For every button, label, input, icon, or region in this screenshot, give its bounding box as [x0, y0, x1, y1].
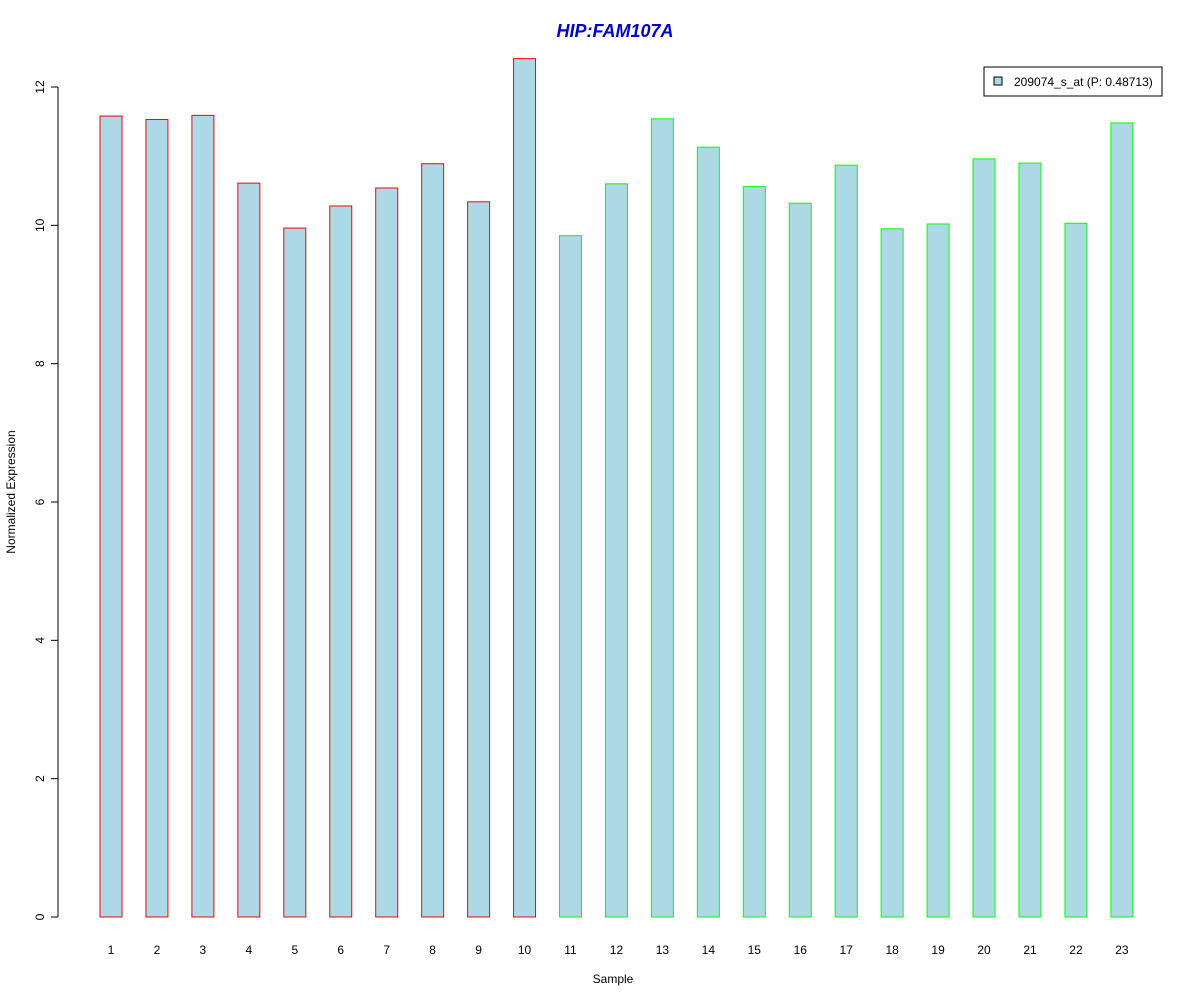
bar-sample-14 — [696, 146, 720, 918]
bar-sample-1 — [99, 115, 123, 918]
bar-sample-23 — [1110, 122, 1134, 918]
y-tick-label: 12 — [33, 80, 47, 94]
x-tick-label: 17 — [840, 943, 854, 957]
x-tick-label: 2 — [154, 943, 161, 957]
bar-sample-5 — [283, 227, 307, 918]
x-tick-label: 11 — [564, 943, 577, 957]
bar-sample-20 — [972, 158, 996, 918]
x-tick-label: 10 — [518, 943, 532, 957]
x-tick-label: 7 — [383, 943, 390, 957]
legend-swatch — [993, 76, 1003, 86]
legend-frame — [983, 66, 1163, 97]
x-tick-labels: 1 2 3 4 5 6 7 8 9 10 11 12 13 14 15 16 17 18 19 20 21 22 23 — [108, 943, 1129, 957]
bar-sample-3 — [191, 114, 215, 918]
bar-sample-2 — [145, 119, 169, 918]
bar-sample-8 — [421, 163, 445, 918]
x-tick-label: 14 — [702, 943, 716, 957]
bar-sample-12 — [604, 183, 628, 918]
x-axis-label: Sample — [593, 972, 634, 986]
x-tick-label: 16 — [794, 943, 808, 957]
bars-group — [99, 58, 1134, 918]
bar-sample-19 — [926, 223, 950, 918]
bar-sample-22 — [1064, 222, 1088, 918]
y-tick-label: 2 — [33, 775, 47, 782]
bar-sample-9 — [467, 201, 491, 918]
bar-sample-16 — [788, 202, 812, 918]
bar-sample-4 — [237, 182, 261, 918]
x-tick-label: 23 — [1115, 943, 1129, 957]
x-tick-label: 4 — [246, 943, 253, 957]
bar-sample-11 — [559, 235, 582, 918]
bar-sample-7 — [375, 187, 399, 918]
x-tick-label: 8 — [429, 943, 436, 957]
bar-sample-21 — [1018, 162, 1042, 918]
x-tick-label: 20 — [977, 943, 991, 957]
y-tick-label: 6 — [33, 498, 47, 505]
bar-sample-17 — [834, 164, 858, 918]
y-tick-label: 0 — [33, 913, 47, 920]
y-tick-label: 10 — [33, 218, 47, 232]
bar-sample-15 — [742, 186, 766, 918]
bar-sample-18 — [880, 228, 904, 918]
x-tick-label: 19 — [931, 943, 945, 957]
x-tick-label: 3 — [200, 943, 207, 957]
x-tick-label: 9 — [475, 943, 482, 957]
y-axis-label: Normalized Expression — [4, 430, 18, 553]
x-tick-label: 18 — [885, 943, 899, 957]
legend-label: 209074_s_at (P: 0.48713) — [1014, 75, 1153, 89]
y-axis: 0 2 4 6 8 10 12 — [33, 80, 59, 920]
x-tick-label: 5 — [291, 943, 298, 957]
x-tick-label: 13 — [656, 943, 670, 957]
x-tick-label: 22 — [1069, 943, 1083, 957]
bar-sample-13 — [650, 118, 674, 918]
chart-title: HIP:FAM107A — [556, 21, 673, 41]
bar-sample-6 — [329, 205, 353, 918]
x-tick-label: 6 — [337, 943, 344, 957]
legend: 209074_s_at (P: 0.48713) — [983, 66, 1163, 97]
bar-sample-10 — [513, 58, 537, 918]
x-tick-label: 15 — [748, 943, 762, 957]
x-tick-label: 12 — [610, 943, 624, 957]
x-tick-label: 21 — [1023, 943, 1037, 957]
y-tick-label: 8 — [33, 360, 47, 367]
y-tick-label: 4 — [33, 637, 47, 644]
x-tick-label: 1 — [108, 943, 115, 957]
